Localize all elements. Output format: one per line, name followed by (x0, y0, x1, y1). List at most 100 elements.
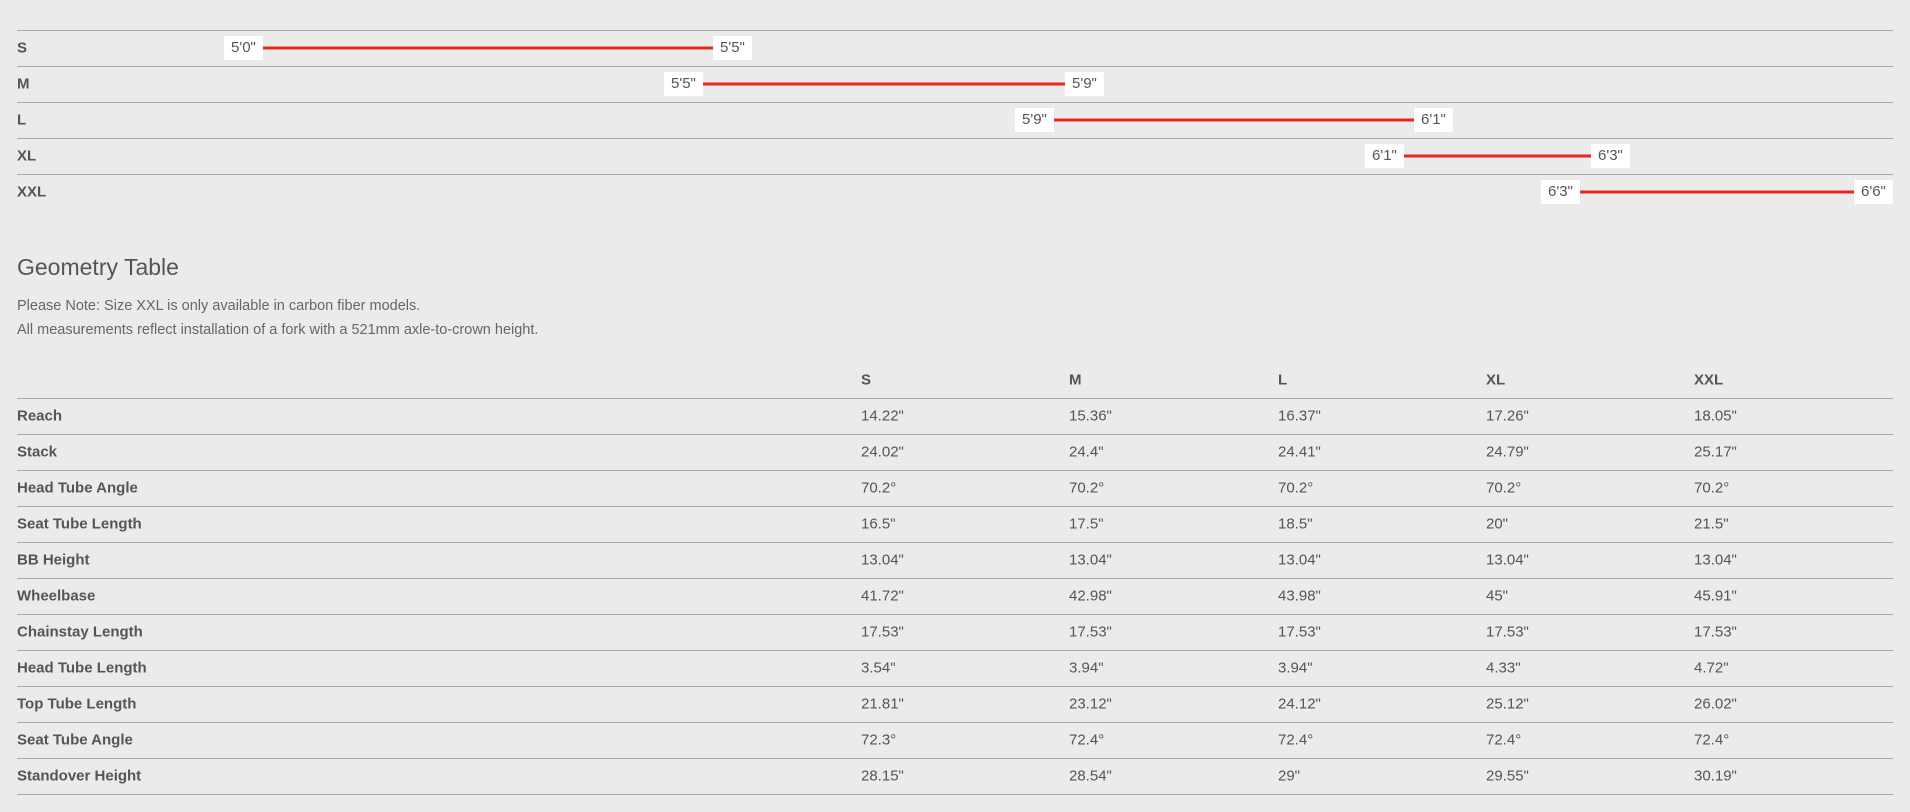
size-label: XXL (17, 183, 47, 201)
column-header: XL (1486, 371, 1506, 389)
cell: 4.33" (1486, 659, 1521, 677)
cell: 70.2° (1069, 479, 1105, 497)
row-divider (17, 174, 1893, 175)
cell: 45.91" (1694, 587, 1737, 605)
height-min: 5'0" (224, 36, 263, 60)
cell: 21.5" (1694, 515, 1729, 533)
cell: 18.5" (1278, 515, 1313, 533)
row-label: Reach (17, 407, 63, 425)
cell: 42.98" (1069, 587, 1112, 605)
cell: 13.04" (1694, 551, 1737, 569)
height-range-bar (1580, 190, 1854, 194)
cell: 3.94" (1069, 659, 1104, 677)
cell: 72.4° (1486, 731, 1522, 749)
row-divider (17, 66, 1893, 67)
column-header: M (1069, 371, 1082, 389)
row-divider (17, 794, 1893, 795)
cell: 24.02" (861, 443, 904, 461)
cell: 28.54" (1069, 767, 1112, 785)
cell: 70.2° (861, 479, 897, 497)
cell: 72.4° (1278, 731, 1314, 749)
cell: 30.19" (1694, 767, 1737, 785)
cell: 70.2° (1694, 479, 1730, 497)
cell: 17.53" (861, 623, 904, 641)
row-divider (17, 758, 1893, 759)
height-range-bar (1054, 118, 1414, 122)
header-divider (17, 398, 1893, 399)
cell: 24.41" (1278, 443, 1321, 461)
cell: 25.17" (1694, 443, 1737, 461)
row-divider (17, 542, 1893, 543)
cell: 4.72" (1694, 659, 1729, 677)
cell: 70.2° (1278, 479, 1314, 497)
height-min: 5'5" (664, 72, 703, 96)
height-max: 5'5" (713, 36, 752, 60)
cell: 24.4" (1069, 443, 1104, 461)
cell: 26.02" (1694, 695, 1737, 713)
cell: 13.04" (861, 551, 904, 569)
size-label: S (17, 39, 28, 57)
row-label: Seat Tube Angle (17, 731, 133, 749)
cell: 13.04" (1278, 551, 1321, 569)
row-label: Head Tube Angle (17, 479, 138, 497)
cell: 72.4° (1694, 731, 1730, 749)
cell: 16.37" (1278, 407, 1321, 425)
cell: 20" (1486, 515, 1509, 533)
cell: 41.72" (861, 587, 904, 605)
row-divider (17, 686, 1893, 687)
cell: 3.94" (1278, 659, 1313, 677)
row-divider (17, 138, 1893, 139)
cell: 13.04" (1486, 551, 1529, 569)
row-label: Chainstay Length (17, 623, 143, 641)
cell: 17.5" (1069, 515, 1104, 533)
note: Please Note: Size XXL is only available … (17, 298, 421, 314)
cell: 14.22" (861, 407, 904, 425)
size-label: XL (17, 147, 37, 165)
cell: 18.05" (1694, 407, 1737, 425)
height-max: 6'1" (1414, 108, 1453, 132)
cell: 16.5" (861, 515, 896, 533)
cell: 13.04" (1069, 551, 1112, 569)
cell: 28.15" (861, 767, 904, 785)
row-divider (17, 722, 1893, 723)
cell: 3.54" (861, 659, 896, 677)
column-header: XXL (1694, 371, 1724, 389)
cell: 29" (1278, 767, 1301, 785)
cell: 24.79" (1486, 443, 1529, 461)
row-divider (17, 102, 1893, 103)
height-min: 6'1" (1365, 144, 1404, 168)
height-max: 6'3" (1591, 144, 1630, 168)
height-range-bar (1404, 154, 1591, 158)
row-divider (17, 650, 1893, 651)
height-min: 5'9" (1015, 108, 1054, 132)
row-label: Head Tube Length (17, 659, 147, 677)
row-label: Wheelbase (17, 587, 96, 605)
cell: 72.4° (1069, 731, 1105, 749)
cell: 17.53" (1069, 623, 1112, 641)
column-header: S (861, 371, 872, 389)
height-range-bar (263, 46, 713, 50)
cell: 15.36" (1069, 407, 1112, 425)
cell: 25.12" (1486, 695, 1529, 713)
cell: 70.2° (1486, 479, 1522, 497)
cell: 17.26" (1486, 407, 1529, 425)
row-divider (17, 578, 1893, 579)
row-label: Stack (17, 443, 58, 461)
cell: 17.53" (1694, 623, 1737, 641)
size-label: L (17, 111, 27, 129)
size-label: M (17, 75, 30, 93)
row-divider (17, 470, 1893, 471)
row-divider (17, 614, 1893, 615)
height-max: 6'6" (1854, 180, 1893, 204)
height-max: 5'9" (1065, 72, 1104, 96)
height-min: 6'3" (1541, 180, 1580, 204)
cell: 24.12" (1278, 695, 1321, 713)
row-divider (17, 506, 1893, 507)
cell: 45" (1486, 587, 1509, 605)
cell: 29.55" (1486, 767, 1529, 785)
cell: 17.53" (1486, 623, 1529, 641)
row-label: BB Height (17, 551, 90, 569)
row-divider (17, 30, 1893, 31)
height-range-bar (703, 82, 1065, 86)
